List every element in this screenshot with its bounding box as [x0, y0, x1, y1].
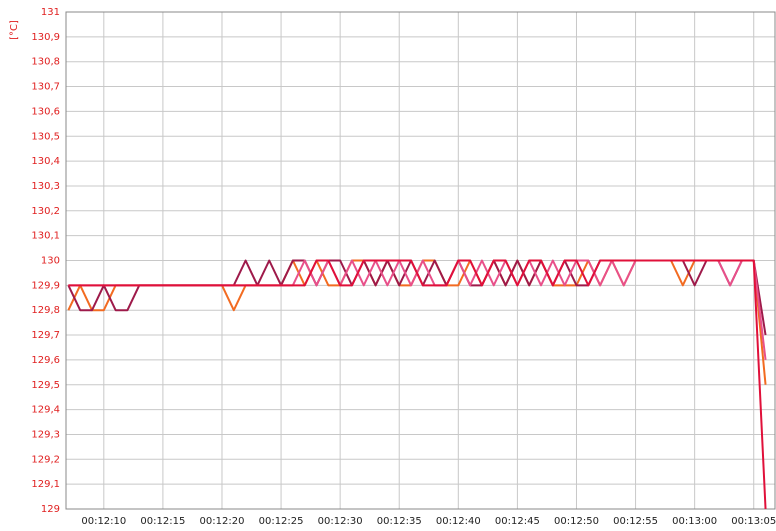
- y-tick-label: 129,3: [31, 429, 60, 440]
- y-tick-label: 131: [41, 7, 60, 18]
- series-line: [68, 259, 767, 510]
- series-line: [67, 259, 767, 385]
- y-tick-label: 130,2: [31, 206, 60, 217]
- y-tick-label: 129,4: [31, 405, 60, 416]
- y-tick-label: 129,8: [31, 305, 60, 316]
- y-tick-label: 129,1: [31, 479, 60, 490]
- x-tick-label: 00:12:20: [200, 516, 245, 527]
- x-tick-label: 00:12:40: [436, 516, 481, 527]
- y-tick-label: 130: [41, 256, 60, 267]
- x-tick-label: 00:12:45: [495, 516, 540, 527]
- x-tick-label: 00:12:35: [377, 516, 422, 527]
- x-tick-label: 00:13:00: [672, 516, 717, 527]
- y-unit: [°C]: [9, 20, 20, 40]
- x-tick-label: 00:12:30: [318, 516, 363, 527]
- y-tick-label: 130,7: [31, 82, 60, 93]
- y-tick-label: 130,4: [31, 156, 60, 167]
- y-tick-label: 129,5: [31, 380, 60, 391]
- y-tick-label: 129: [41, 504, 60, 515]
- x-tick-label: 00:12:55: [613, 516, 658, 527]
- x-tick-label: 00:12:10: [81, 516, 126, 527]
- x-tick-label: 00:12:50: [554, 516, 599, 527]
- y-tick-label: 130,8: [31, 57, 60, 68]
- x-tick-label: 00:12:15: [140, 516, 185, 527]
- y-tick-label: 129,6: [31, 355, 60, 366]
- x-tick-label: 00:13:05: [731, 516, 776, 527]
- y-tick-label: 130,6: [31, 106, 60, 117]
- y-tick-label: 130,1: [31, 231, 60, 242]
- plot-border: [65, 11, 776, 510]
- x-tick-label: 00:12:25: [259, 516, 304, 527]
- y-tick-label: 130,5: [31, 131, 60, 142]
- y-tick-label: 129,2: [31, 454, 60, 465]
- y-tick-label: 130,3: [31, 181, 60, 192]
- y-tick-label: 129,7: [31, 330, 60, 341]
- y-tick-label: 130,9: [31, 32, 60, 43]
- y-tick-label: 129,9: [31, 280, 60, 291]
